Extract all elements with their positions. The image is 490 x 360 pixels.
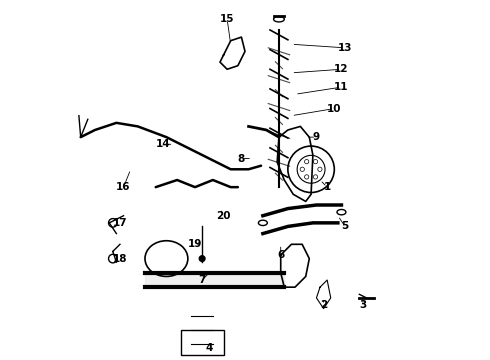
Text: 3: 3: [359, 300, 367, 310]
Text: 2: 2: [320, 300, 327, 310]
Text: 10: 10: [327, 104, 342, 113]
Text: 15: 15: [220, 14, 234, 24]
Text: 14: 14: [155, 139, 170, 149]
Text: 18: 18: [113, 253, 127, 264]
Circle shape: [198, 255, 206, 262]
Circle shape: [313, 159, 318, 164]
Text: 12: 12: [334, 64, 349, 74]
Text: 20: 20: [216, 211, 231, 221]
Text: 13: 13: [338, 43, 352, 53]
Text: 16: 16: [116, 182, 131, 192]
Circle shape: [318, 167, 322, 171]
Text: 5: 5: [342, 221, 349, 231]
Text: 4: 4: [206, 343, 213, 353]
Text: 8: 8: [238, 154, 245, 163]
Text: 1: 1: [323, 182, 331, 192]
Text: 11: 11: [334, 82, 349, 92]
Circle shape: [304, 175, 309, 179]
Text: 9: 9: [313, 132, 320, 142]
Text: 19: 19: [188, 239, 202, 249]
Text: 17: 17: [113, 218, 127, 228]
Text: 6: 6: [277, 250, 284, 260]
Circle shape: [313, 175, 318, 179]
Text: 7: 7: [198, 275, 206, 285]
Circle shape: [300, 167, 304, 171]
Circle shape: [304, 159, 309, 164]
